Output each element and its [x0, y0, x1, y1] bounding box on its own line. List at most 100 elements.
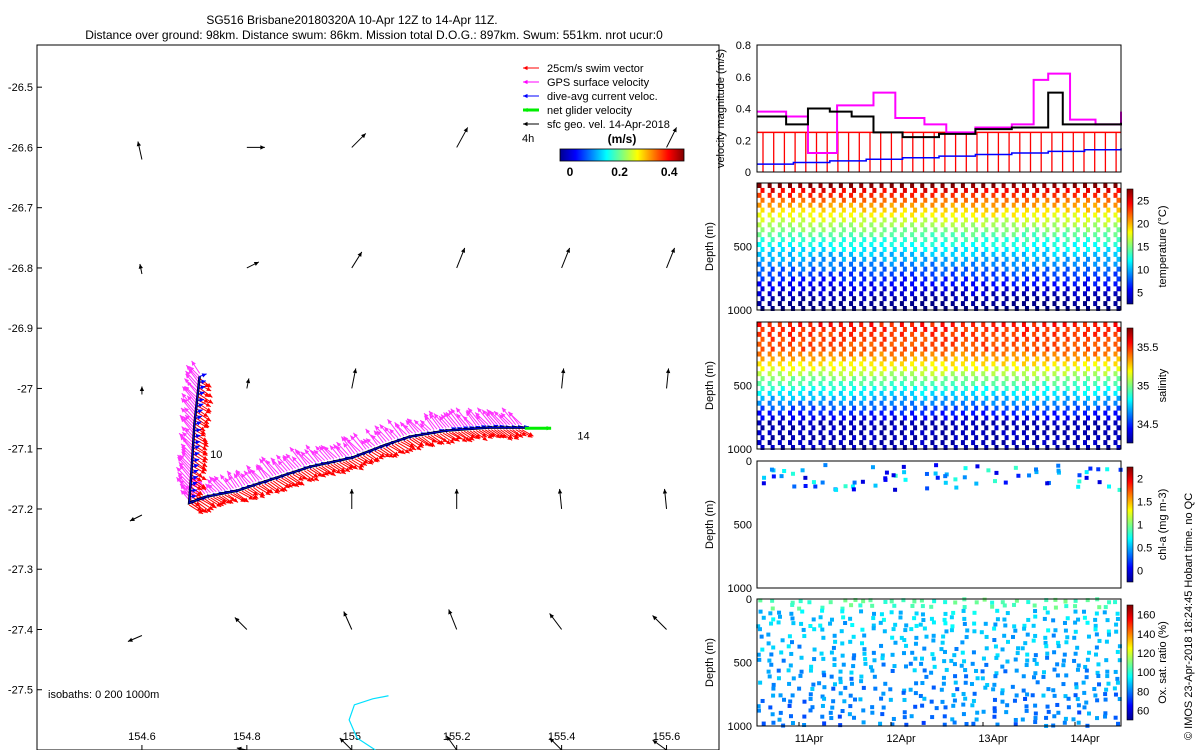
- salinity-point: [933, 405, 938, 411]
- oxygen-point: [759, 634, 764, 639]
- salinity-point: [1004, 356, 1009, 362]
- swim-vector-head: [233, 497, 238, 503]
- salinity-point: [899, 351, 904, 357]
- salinity-point: [757, 400, 762, 406]
- temperature-point: [859, 232, 864, 238]
- salinity-point: [1042, 361, 1047, 367]
- salinity-point: [1045, 405, 1050, 411]
- legend-label: dive-avg current veloc.: [547, 91, 658, 103]
- temperature-point: [1103, 212, 1108, 218]
- temperature-point: [994, 237, 999, 243]
- temperature-point: [780, 266, 785, 272]
- track-annotation-end: 14: [577, 431, 589, 443]
- sfc-geo-vector: [666, 247, 676, 269]
- oxygen-point: [1082, 690, 1087, 695]
- salinity-point: [788, 440, 793, 446]
- salinity-point: [902, 336, 907, 342]
- temperature-point: [879, 232, 884, 238]
- swim-vector-head: [313, 473, 319, 478]
- oxygen-point: [802, 714, 807, 719]
- temperature-point: [862, 227, 867, 233]
- temperature-point: [828, 183, 833, 188]
- oxygen-point: [790, 600, 795, 605]
- salinity-point: [991, 400, 996, 406]
- swim-vector: [397, 442, 414, 452]
- salinity-point: [849, 420, 854, 426]
- salinity-point: [960, 331, 965, 337]
- salinity-point: [791, 405, 796, 411]
- salinity-point: [1103, 390, 1108, 396]
- temperature-point: [1082, 212, 1087, 218]
- oxygen-point: [862, 651, 867, 656]
- temperature-point: [821, 187, 826, 193]
- temperature-point: [930, 291, 935, 297]
- sfc-geo-vector: [561, 368, 566, 389]
- salinity-point: [920, 410, 925, 416]
- salinity-point: [849, 410, 854, 416]
- salinity-point: [1024, 445, 1029, 450]
- temperature-point: [1052, 281, 1057, 287]
- salinity-colorbar: [1126, 327, 1134, 444]
- temperature-point: [1011, 222, 1016, 228]
- salinity-point: [1001, 381, 1006, 387]
- salinity-point: [1062, 322, 1067, 327]
- swim-vector: [309, 468, 323, 478]
- salinity-point: [1103, 400, 1108, 406]
- temperature-point: [879, 222, 884, 228]
- temperature-point: [1096, 266, 1101, 272]
- temperature-point: [994, 197, 999, 203]
- gps-vector-head: [179, 464, 184, 470]
- legend-arrow: [523, 79, 539, 85]
- swim-vector-head: [203, 398, 209, 403]
- salinity-point: [953, 346, 958, 352]
- salinity-point: [943, 405, 948, 411]
- temperature-point: [859, 261, 864, 267]
- temperature-point: [1113, 183, 1118, 188]
- temperature-point: [869, 261, 874, 267]
- sfc-geo-vector-head: [652, 740, 658, 745]
- temperature-point: [1032, 183, 1037, 188]
- oxygen-point: [1026, 600, 1031, 605]
- temperature-point: [953, 276, 958, 282]
- oxygen-point: [1103, 714, 1108, 719]
- salinity-point: [1075, 326, 1080, 332]
- salinity-point: [811, 385, 816, 391]
- map-x-tick-label: 154.6: [128, 731, 156, 743]
- salinity-point: [889, 351, 894, 357]
- gps-vector-head: [384, 426, 389, 432]
- oxygen-point: [1106, 629, 1111, 634]
- oxygen-point: [798, 599, 803, 604]
- salinity-point: [1106, 385, 1111, 391]
- oxygen-point: [892, 603, 897, 608]
- oxygen-point: [811, 617, 816, 622]
- salinity-point: [1072, 341, 1077, 347]
- oxygen-point: [820, 714, 825, 719]
- salinity-point: [760, 405, 765, 411]
- gps-vector-head: [433, 413, 439, 419]
- oxygen-point: [929, 604, 934, 609]
- temperature-point: [1055, 276, 1060, 282]
- salinity-point: [889, 322, 894, 327]
- swim-vector-head: [268, 488, 274, 494]
- swim-vector-head: [248, 495, 254, 500]
- temperature-point: [879, 261, 884, 267]
- temperature-point: [821, 286, 826, 292]
- salinity-point: [770, 445, 775, 450]
- salinity-point: [767, 331, 772, 337]
- temperature-point: [770, 207, 775, 213]
- salinity-point: [767, 400, 772, 406]
- temperature-point: [1065, 266, 1070, 272]
- temperature-point: [818, 232, 823, 238]
- oxygen-point: [955, 687, 960, 692]
- temperature-point: [798, 192, 803, 198]
- swim-vector: [295, 472, 308, 480]
- gps-vector: [180, 397, 196, 416]
- oxygen-point: [974, 717, 979, 722]
- temperature-point: [821, 266, 826, 272]
- salinity-point: [1035, 376, 1040, 382]
- oxygen-point: [839, 629, 844, 634]
- sfc-geo-vector-head: [463, 127, 468, 133]
- temperature-point: [1004, 187, 1009, 193]
- salinity-point: [1093, 390, 1098, 396]
- swim-vector-head: [469, 436, 475, 441]
